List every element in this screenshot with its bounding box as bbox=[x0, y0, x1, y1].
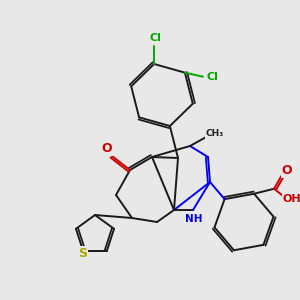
Text: S: S bbox=[78, 247, 87, 260]
Text: Cl: Cl bbox=[207, 72, 219, 82]
Text: NH: NH bbox=[185, 214, 203, 224]
Text: OH: OH bbox=[283, 194, 300, 204]
Text: O: O bbox=[282, 164, 292, 177]
Text: O: O bbox=[102, 142, 112, 154]
Text: Cl: Cl bbox=[149, 33, 161, 43]
Text: CH₃: CH₃ bbox=[206, 130, 224, 139]
